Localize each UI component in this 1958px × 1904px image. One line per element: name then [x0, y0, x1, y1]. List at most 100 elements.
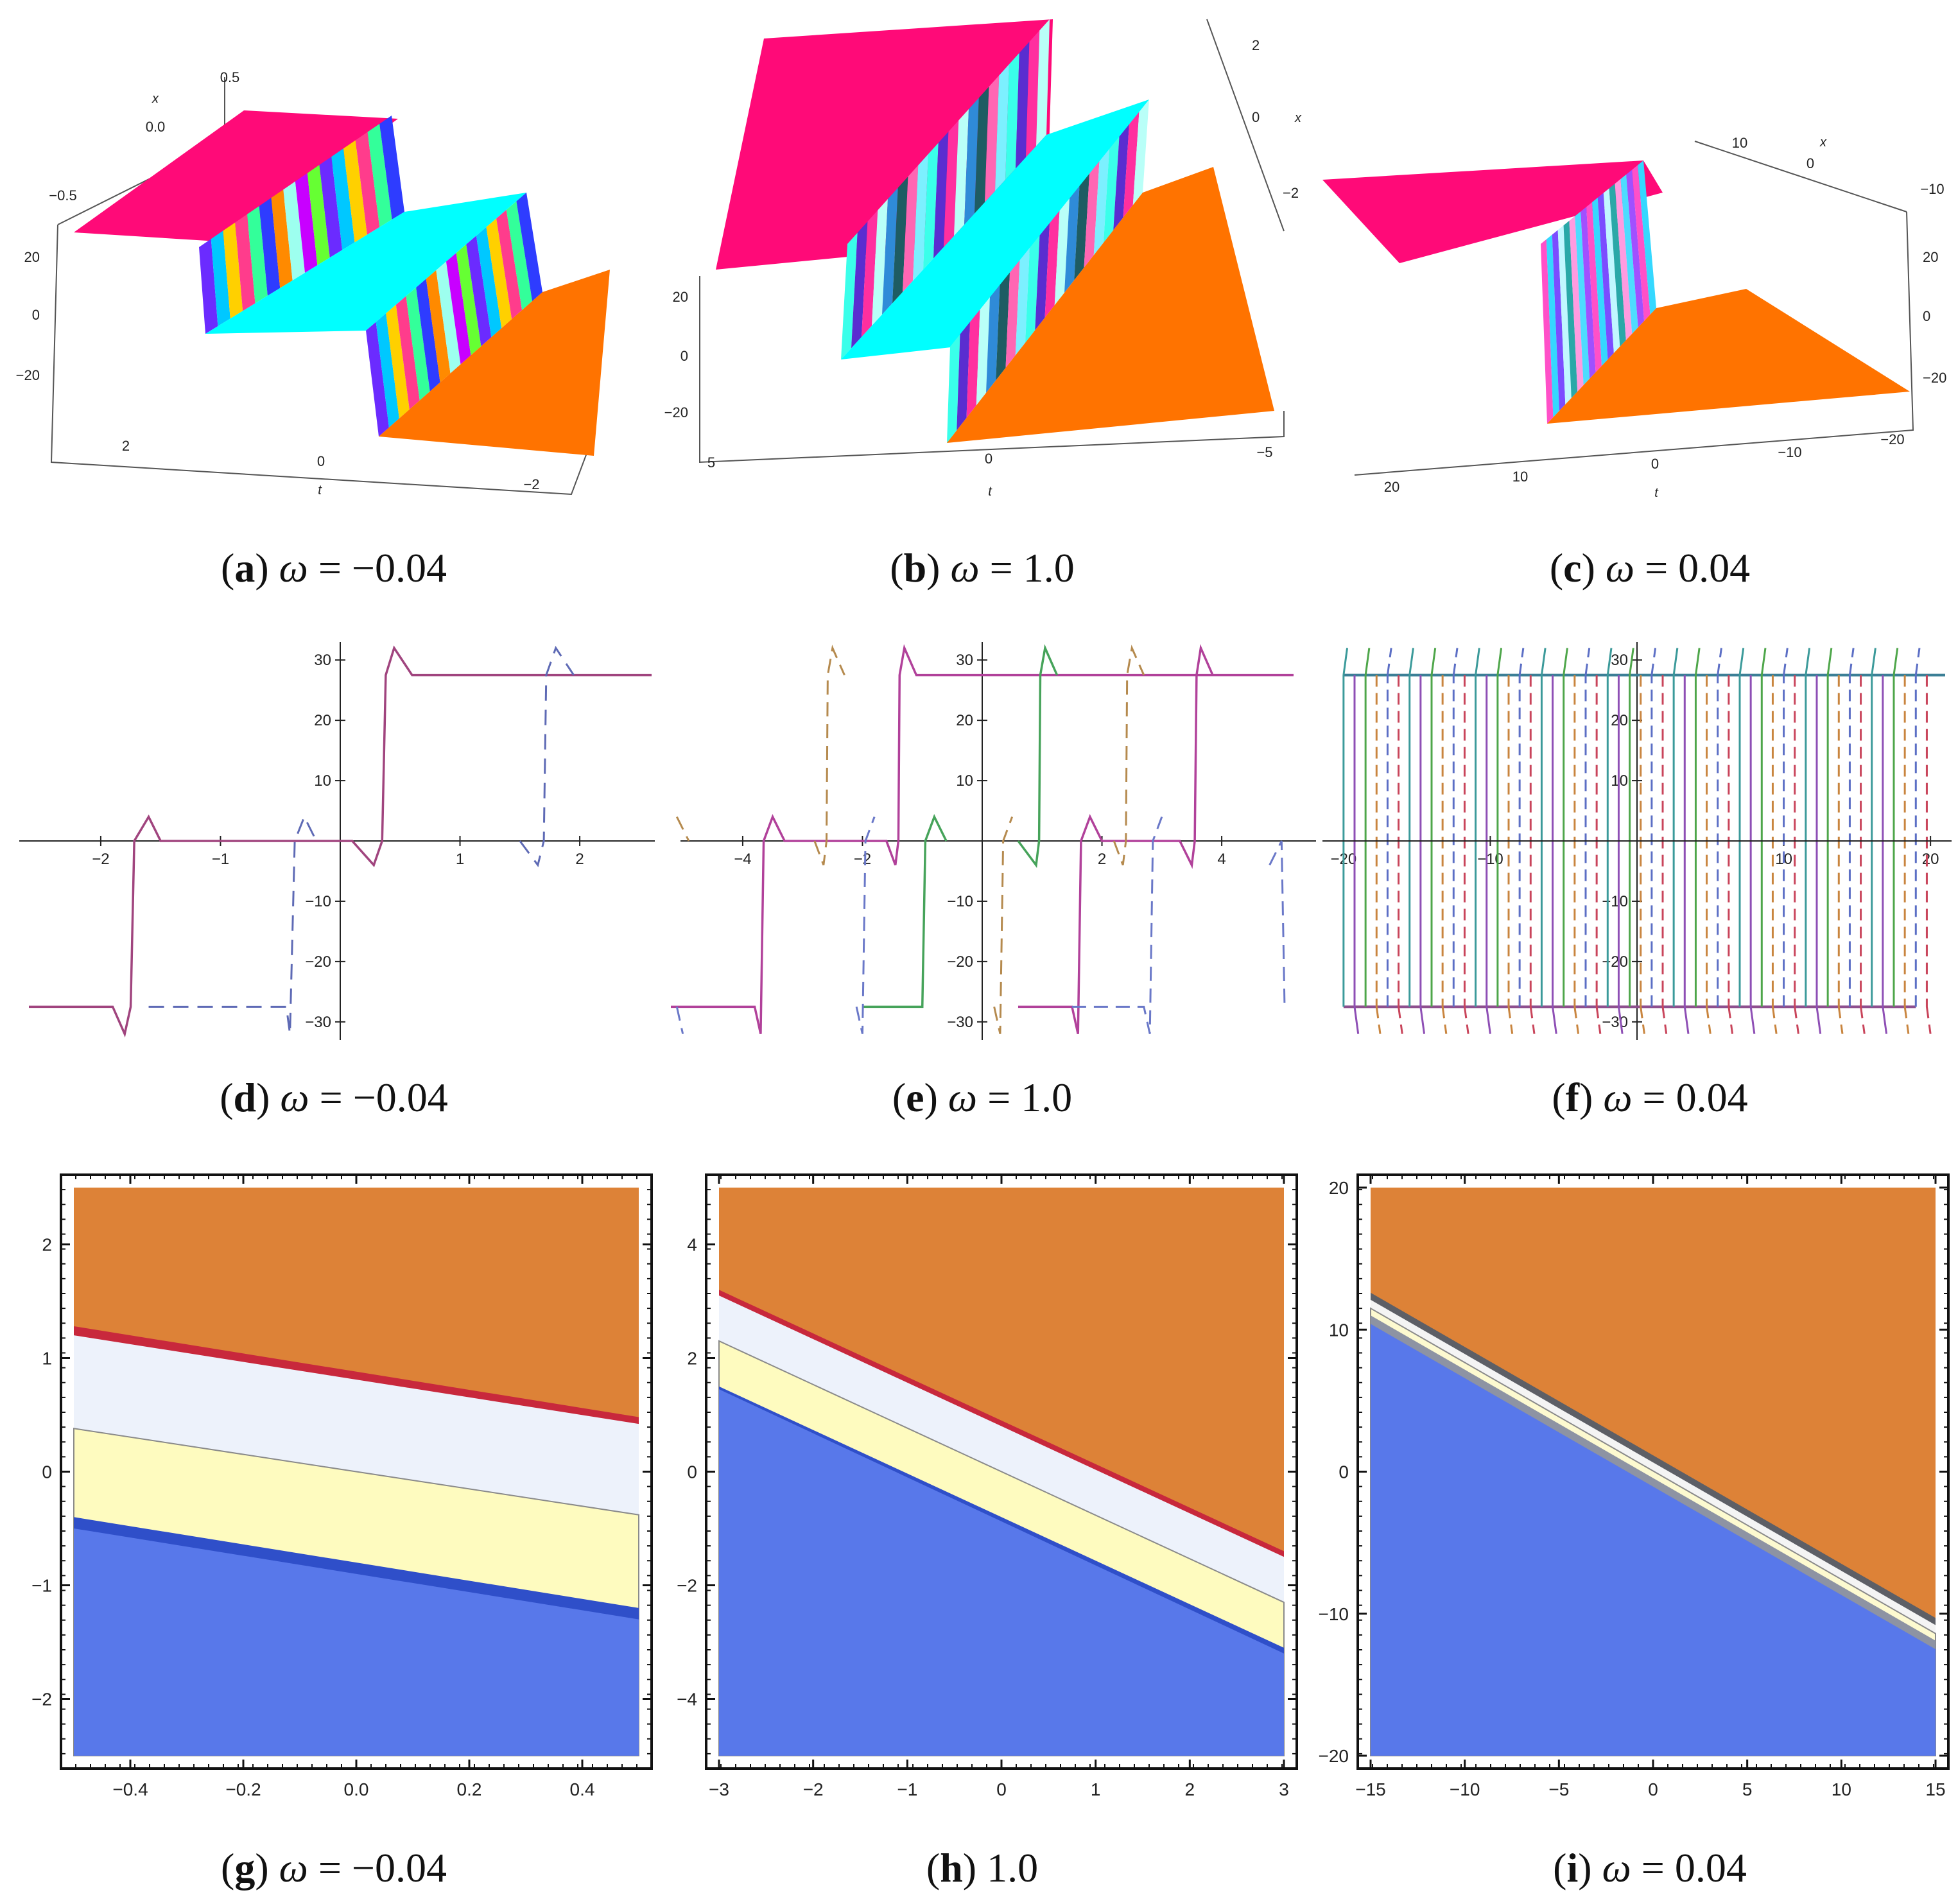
wall-stripe	[1603, 188, 1620, 353]
x-tick-label: 0.0	[344, 1779, 369, 1799]
front-red	[1794, 675, 1799, 1034]
caption-value: 1.0	[987, 1845, 1039, 1891]
front-green	[1893, 648, 1899, 1007]
x-tick: 0	[1252, 109, 1260, 125]
front-red	[1463, 675, 1469, 1034]
wall-stripe	[367, 123, 392, 227]
front-wall-1	[199, 116, 404, 334]
x-tick-label: 20	[1922, 851, 1939, 868]
caption-letter: f	[1565, 1075, 1580, 1120]
front-red	[1860, 675, 1866, 1034]
caption-symbol: ω	[280, 1075, 309, 1120]
wall-stripe	[1064, 186, 1080, 293]
wall-stripe	[247, 205, 268, 304]
band-blue	[719, 1389, 1284, 1756]
wall-stripe	[913, 154, 928, 281]
line-panel-d: −2 −1 1 2 30 20 10 −10 −20 −30	[19, 642, 655, 1040]
wall-stripe	[476, 227, 502, 338]
wall-stripe	[933, 132, 949, 259]
wall-stripe	[376, 313, 399, 428]
caption-value: = −0.04	[309, 1075, 448, 1120]
wall-stripe	[1541, 239, 1554, 424]
y-tick-label: 20	[314, 712, 331, 729]
band-blue	[74, 1528, 639, 1756]
wall-stripe	[211, 230, 230, 327]
wall-stripe	[966, 309, 980, 418]
wall-stripe	[331, 148, 355, 250]
wall-stripe	[486, 218, 512, 329]
t-tick: −2	[523, 476, 539, 492]
x-tick-label: −4	[734, 851, 751, 868]
wall-stripe	[1104, 136, 1120, 243]
front-orange	[1573, 675, 1580, 1034]
caption-a: (a) ω = −0.04	[221, 545, 447, 591]
front-blue	[1783, 648, 1789, 1007]
front-teal	[1342, 648, 1349, 1007]
y-tick-label: −20	[1319, 1746, 1349, 1766]
t-tick: 2	[122, 438, 130, 454]
t-axis-label: t	[318, 483, 322, 498]
wall-stripe	[1035, 223, 1050, 331]
t-tick: −5	[1256, 444, 1272, 460]
wall-stripe	[1084, 161, 1100, 268]
caption-g: (g) ω = −0.04	[221, 1845, 447, 1891]
wall-stripe	[1132, 100, 1149, 205]
y-tick-label: −10	[305, 893, 331, 910]
x-tick-label: 5	[1742, 1779, 1753, 1799]
y-tick-label: 10	[956, 772, 973, 790]
front-purple	[1882, 675, 1888, 1034]
z-tick: 0	[32, 307, 40, 323]
wall-stripe	[319, 157, 343, 258]
wall-stripe	[1609, 184, 1626, 347]
caption-symbol: ω	[1603, 1075, 1633, 1120]
front-blue	[1650, 648, 1657, 1007]
band-blue	[1371, 1324, 1936, 1756]
x-tick: 0.5	[220, 69, 240, 85]
wall-stripe	[1552, 230, 1566, 411]
wall-stripe	[841, 232, 858, 359]
z-tick: 0	[1923, 308, 1930, 324]
front-red	[1728, 675, 1734, 1034]
front-blue	[1584, 648, 1591, 1007]
y-tick-label: −10	[1319, 1604, 1349, 1624]
y-tick-label: −20	[947, 953, 973, 971]
x-tick: −0.5	[49, 187, 76, 203]
wall-stripe	[1044, 211, 1060, 318]
y-tick-label: 0	[687, 1462, 697, 1482]
front-purple	[1683, 675, 1690, 1034]
series-solid	[29, 645, 652, 1038]
wall-stripe	[235, 214, 256, 311]
x-tick-label: 1	[1091, 1779, 1101, 1799]
wall-stripe	[1054, 198, 1070, 306]
series-green	[862, 644, 1059, 1008]
caption-symbol: ω	[279, 545, 308, 591]
wall-stripe	[343, 140, 367, 243]
caption-letter: h	[940, 1845, 963, 1891]
surface-panel-c: 10 0 −10 x 20 0 −20 20 10 0 −10 −20 t	[1322, 135, 1946, 500]
x-tick-label: 15	[1925, 1779, 1945, 1799]
y-tick-label: 10	[1329, 1320, 1349, 1340]
front-blue	[1848, 648, 1855, 1007]
wall-stripe	[1036, 19, 1050, 146]
x-axis-label: x	[1819, 135, 1827, 150]
wall-stripe	[379, 116, 404, 220]
wall-stripe	[1632, 165, 1650, 321]
front-orange	[1640, 675, 1645, 1034]
front-wall-2	[366, 193, 542, 437]
wall-stripe	[1575, 211, 1590, 385]
caption-f: (f) ω = 0.04	[1552, 1075, 1748, 1120]
x-tick-label: −3	[709, 1779, 729, 1799]
wall-stripe	[386, 304, 410, 419]
x-tick-label: −15	[1355, 1779, 1386, 1799]
x-tick-label: 4	[1217, 851, 1226, 868]
y-tick-label: −4	[677, 1690, 697, 1709]
wall-stripe	[1005, 53, 1019, 180]
front-wall-1	[841, 19, 1050, 359]
caption-letter: e	[906, 1075, 924, 1120]
front-green	[1563, 648, 1568, 1007]
series-tan	[675, 645, 1145, 1034]
caption-value: = −0.04	[308, 545, 447, 591]
wall-stripe	[923, 143, 939, 270]
y-tick-label: 2	[687, 1349, 697, 1369]
